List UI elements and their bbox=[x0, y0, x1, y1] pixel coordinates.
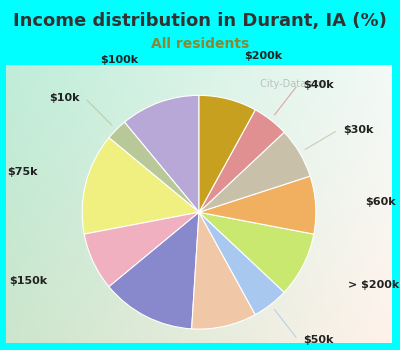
Wedge shape bbox=[199, 132, 310, 212]
Text: $30k: $30k bbox=[343, 125, 374, 135]
Wedge shape bbox=[124, 95, 199, 212]
Text: All residents: All residents bbox=[151, 37, 249, 51]
Text: $150k: $150k bbox=[9, 276, 48, 286]
Text: $100k: $100k bbox=[101, 56, 139, 65]
Wedge shape bbox=[199, 176, 316, 234]
Text: City-Data.com: City-Data.com bbox=[257, 79, 330, 89]
Wedge shape bbox=[199, 212, 284, 315]
Text: $75k: $75k bbox=[7, 167, 37, 177]
Wedge shape bbox=[199, 95, 255, 212]
Text: > $200k: > $200k bbox=[348, 280, 400, 290]
Text: $60k: $60k bbox=[366, 197, 396, 207]
Wedge shape bbox=[84, 212, 199, 287]
Text: $50k: $50k bbox=[304, 335, 334, 345]
Text: $40k: $40k bbox=[304, 80, 334, 90]
Text: $200k: $200k bbox=[245, 51, 283, 61]
Wedge shape bbox=[199, 212, 314, 292]
Text: Income distribution in Durant, IA (%): Income distribution in Durant, IA (%) bbox=[13, 12, 387, 30]
Text: $10k: $10k bbox=[49, 93, 79, 103]
Wedge shape bbox=[192, 212, 255, 329]
Wedge shape bbox=[109, 122, 199, 212]
Wedge shape bbox=[199, 110, 284, 212]
Wedge shape bbox=[82, 138, 199, 234]
Wedge shape bbox=[109, 212, 199, 329]
